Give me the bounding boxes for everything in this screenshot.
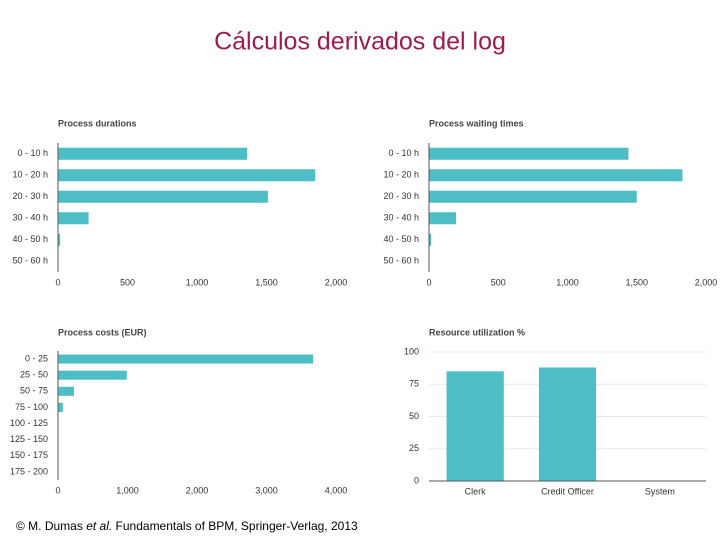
x-tick-label: 2,000 [325, 277, 348, 287]
footer-text: Fundamentals of BPM, Springer-Verlag, 20… [112, 519, 358, 533]
x-tick-label: 0 [55, 277, 60, 287]
x-tick-label: 1,500 [625, 277, 648, 287]
chart-title: Process durations [58, 118, 137, 128]
y-tick-label: 100 - 125 [10, 418, 48, 428]
x-tick-label: 1,000 [116, 485, 139, 495]
y-tick-label: 50 - 60 h [383, 256, 419, 266]
y-tick-label: 30 - 40 h [383, 213, 419, 223]
bar [58, 190, 268, 203]
footer-italic: et al. [86, 519, 112, 533]
y-tick-label: 50 [409, 411, 419, 421]
y-tick-label: 50 - 75 [20, 386, 48, 396]
y-tick-label: 0 - 10 h [17, 148, 48, 158]
y-tick-label: 75 [409, 379, 419, 389]
bar [429, 233, 432, 246]
y-tick-label: 125 - 150 [10, 434, 48, 444]
bar [58, 212, 89, 225]
x-tick-label: System [645, 486, 675, 496]
x-tick-label: 2,000 [695, 277, 718, 287]
footer-text: © M. Dumas [16, 519, 86, 533]
bar [58, 402, 63, 412]
bar [429, 190, 637, 203]
bar [538, 367, 597, 481]
x-tick-label: 4,000 [325, 485, 348, 495]
bar [58, 386, 74, 396]
y-tick-label: 0 - 10 h [388, 148, 419, 158]
x-tick-label: 0 [55, 485, 60, 495]
bar [446, 371, 504, 481]
x-tick-label: 500 [120, 277, 135, 287]
y-tick-label: 25 - 50 [20, 370, 48, 380]
bar [58, 354, 314, 364]
bar [429, 147, 629, 160]
bar [429, 212, 457, 225]
x-tick-label: Clerk [465, 486, 487, 496]
y-tick-label: 40 - 50 h [12, 234, 48, 244]
y-tick-label: 100 [404, 346, 419, 356]
y-tick-label: 20 - 30 h [383, 191, 419, 201]
x-tick-label: 1,500 [255, 277, 278, 287]
y-tick-label: 175 - 200 [10, 466, 48, 476]
x-tick-label: 0 [426, 277, 431, 287]
footer: © M. Dumas et al. Fundamentals of BPM, S… [16, 519, 358, 533]
bar [58, 147, 248, 160]
chart-title: Process costs (EUR) [58, 327, 147, 337]
y-tick-label: 50 - 60 h [12, 256, 48, 266]
chart-title: Process waiting times [429, 118, 524, 128]
bar [429, 169, 683, 182]
x-tick-label: Credit Officer [541, 486, 594, 496]
chart-title: Resource utilization % [429, 327, 525, 337]
y-tick-label: 10 - 20 h [12, 170, 48, 180]
x-tick-label: 500 [491, 277, 506, 287]
y-tick-label: 30 - 40 h [12, 213, 48, 223]
x-tick-label: 2,000 [186, 485, 209, 495]
slide-title: Cálculos derivados del log [214, 28, 506, 56]
y-tick-label: 0 [414, 475, 419, 485]
y-tick-label: 75 - 100 [15, 402, 48, 412]
y-tick-label: 0 - 25 [25, 353, 48, 363]
x-tick-label: 1,000 [186, 277, 209, 287]
y-tick-label: 40 - 50 h [383, 234, 419, 244]
y-tick-label: 20 - 30 h [12, 191, 48, 201]
y-tick-label: 10 - 20 h [383, 170, 419, 180]
bar [58, 370, 127, 380]
bar [58, 233, 61, 246]
bar [58, 169, 316, 182]
x-tick-label: 3,000 [255, 485, 278, 495]
y-tick-label: 150 - 175 [10, 450, 48, 460]
y-tick-label: 25 [409, 443, 419, 453]
x-tick-label: 1,000 [556, 277, 579, 287]
